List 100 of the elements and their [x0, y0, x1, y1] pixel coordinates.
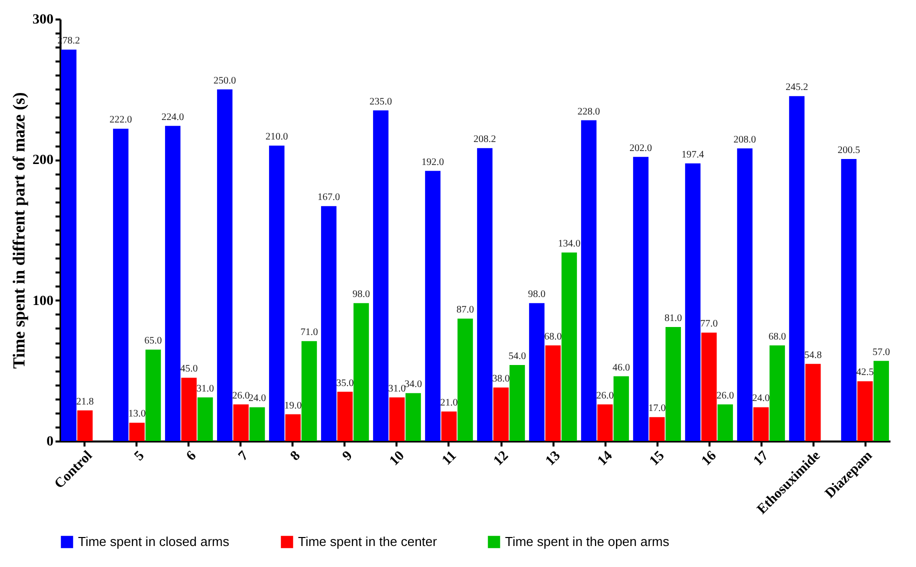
bar: [425, 170, 440, 441]
x-tick-label: 9: [340, 448, 356, 464]
x-tick-label: 15: [647, 448, 668, 470]
data-label: 245.2: [786, 82, 808, 94]
bar: [493, 388, 509, 441]
bar: [354, 303, 369, 441]
x-tick-label: 7: [236, 448, 252, 464]
bar: [337, 392, 353, 441]
data-label: 26.0: [232, 390, 250, 402]
data-label: 192.0: [422, 156, 444, 168]
bar: [874, 360, 889, 441]
data-label: 26.0: [596, 390, 614, 402]
legend-label: Time spent in the center: [298, 534, 438, 549]
bar: [145, 350, 161, 441]
bar: [269, 146, 284, 441]
data-label: 24.0: [248, 393, 266, 404]
data-label: 68.0: [768, 331, 786, 342]
bar: [666, 327, 681, 441]
data-label: 26.0: [716, 390, 734, 402]
data-label: 38.0: [492, 374, 510, 385]
data-label: 71.0: [300, 327, 318, 338]
data-label: 68.0: [544, 331, 562, 342]
x-tick-label: 13: [543, 448, 564, 470]
bar: [562, 252, 577, 441]
y-axis-title: Time spent in diffrent part of maze (s): [10, 92, 28, 369]
data-label: 200.5: [838, 144, 860, 156]
data-label: 35.0: [336, 378, 354, 389]
data-label: 13.0: [128, 408, 146, 420]
bar: [373, 110, 388, 441]
bar: [597, 404, 613, 441]
data-label: 208.2: [474, 134, 496, 146]
bar: [181, 378, 197, 441]
x-tick-label: 10: [387, 448, 408, 470]
bar: [614, 376, 629, 441]
data-label: 87.0: [456, 304, 474, 316]
data-label: 17.0: [648, 403, 666, 414]
y-tick-label: 200: [32, 153, 54, 168]
bar: [789, 96, 805, 441]
bar: [458, 318, 473, 441]
data-label: 42.5: [856, 367, 874, 378]
bar: [581, 120, 596, 441]
x-tick-label: 5: [132, 448, 148, 464]
data-label: 19.0: [284, 400, 302, 412]
x-tick-label: 8: [288, 448, 304, 464]
bar: [685, 163, 701, 441]
bar: [301, 341, 317, 441]
bar: [389, 397, 405, 441]
bar: [249, 407, 265, 441]
data-label: 197.4: [682, 149, 704, 160]
y-tick-label: 0: [46, 434, 54, 450]
bar: [406, 393, 421, 441]
bar: [737, 148, 753, 441]
data-label: 134.0: [558, 238, 580, 250]
bar: [113, 128, 128, 441]
bar: [841, 158, 857, 441]
data-label: 46.0: [612, 362, 630, 374]
legend-label: Time spent in closed arms: [78, 534, 230, 549]
bar: [61, 50, 76, 441]
bar: [197, 397, 213, 441]
y-tick-label: 300: [32, 12, 54, 28]
data-label: 81.0: [664, 313, 682, 324]
bar: [510, 365, 525, 441]
data-label: 228.0: [578, 106, 600, 118]
x-tick-label: 14: [595, 448, 616, 470]
data-label: 21.0: [440, 397, 458, 408]
bar: [805, 364, 821, 441]
bar: [129, 422, 145, 441]
bar: [441, 411, 457, 441]
bar: [165, 126, 180, 441]
bar: [718, 404, 733, 441]
bar: [529, 303, 544, 441]
data-label: 98.0: [528, 289, 546, 300]
data-label: 250.0: [214, 75, 236, 86]
data-label: 31.0: [196, 383, 214, 394]
bar: [233, 404, 249, 441]
bar: [770, 345, 785, 441]
data-label: 65.0: [144, 336, 162, 347]
data-label: 202.0: [630, 142, 652, 154]
x-tick-label: 16: [699, 448, 720, 470]
data-label: 31.0: [388, 383, 406, 394]
bar: [753, 407, 769, 441]
data-label: 167.0: [318, 192, 340, 204]
data-label: 222.0: [110, 114, 132, 126]
x-tick-label: 11: [440, 448, 460, 468]
data-label: 98.0: [352, 289, 370, 300]
bar: [77, 410, 93, 441]
bar: [701, 332, 717, 441]
data-label: 45.0: [180, 364, 198, 375]
y-tick-label: 100: [32, 294, 54, 309]
data-label: 34.0: [404, 379, 422, 390]
data-label: 235.0: [370, 96, 392, 108]
data-label: 210.0: [266, 132, 288, 143]
bar: [477, 148, 492, 441]
data-label: 54.8: [804, 350, 822, 361]
bar: [545, 345, 561, 441]
bar: [633, 156, 649, 441]
data-label: 54.0: [508, 351, 526, 362]
data-label: 224.0: [162, 112, 184, 123]
data-label: 57.0: [872, 346, 890, 358]
bar: [857, 381, 873, 441]
